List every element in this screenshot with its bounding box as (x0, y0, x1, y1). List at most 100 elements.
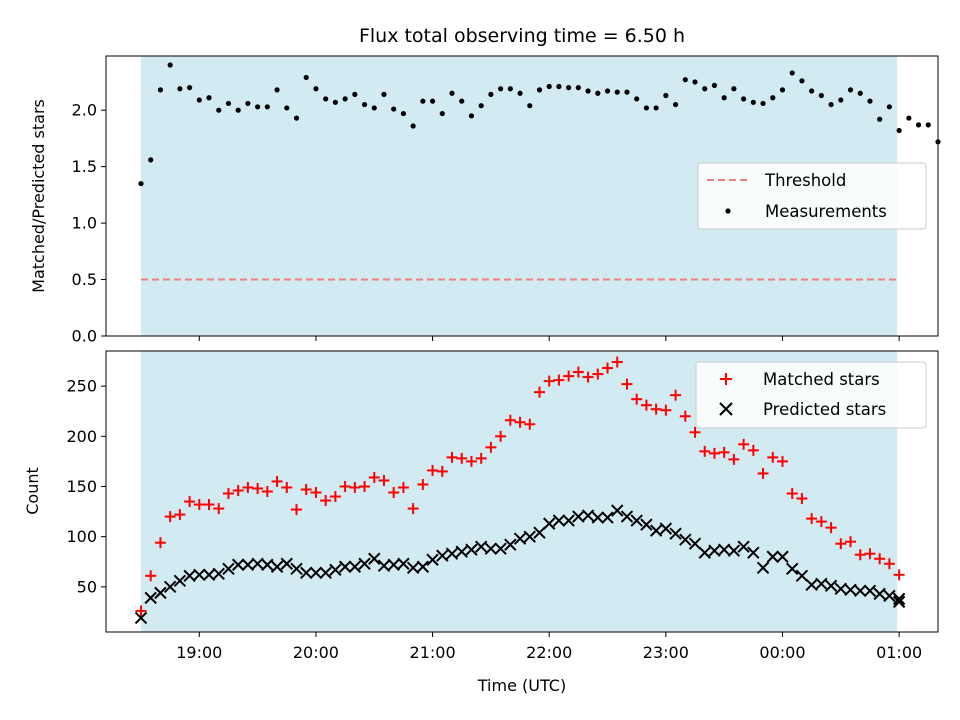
matched-star-point (368, 471, 380, 483)
predicted-star-point (873, 587, 886, 601)
matched-star-point (582, 371, 594, 383)
predicted-star-point (883, 589, 896, 603)
predicted-star-point (649, 524, 663, 537)
measurement-point (857, 90, 863, 96)
predicted-star-point (309, 566, 323, 579)
measurement-point (313, 86, 319, 92)
predicted-star-point (543, 517, 556, 530)
measurement-point (400, 110, 407, 117)
matched-star-point (689, 426, 701, 438)
measurement-point (818, 92, 824, 99)
matched-star-point (193, 499, 205, 511)
counts-y-tick-label: 200 (66, 427, 97, 446)
x-tick-label: 21:00 (410, 643, 456, 662)
predicted-legend-swatch (719, 402, 733, 416)
measurement-point (361, 101, 368, 108)
predicted-star-point (785, 562, 799, 575)
measurement-point (391, 106, 397, 112)
measurement-point (789, 70, 795, 76)
ratio-legend: Threshold Measurements (697, 162, 927, 230)
predicted-star-point (504, 538, 517, 551)
measurement-point (527, 103, 533, 109)
predicted-star-point (601, 511, 614, 524)
measurement-point (925, 122, 931, 128)
predicted-star-point (261, 558, 274, 571)
matched-star-point (524, 418, 536, 430)
predicted-star-point (620, 510, 634, 523)
predicted-star-point (533, 526, 546, 539)
measurement-point (284, 105, 290, 111)
measurement-point (731, 86, 737, 92)
matched-star-point (631, 393, 643, 405)
predicted-star-point (358, 557, 371, 570)
measurement-point (915, 122, 922, 128)
matched-star-point (757, 467, 769, 479)
measurement-point (896, 127, 902, 134)
matched-star-point (776, 455, 788, 467)
matched-star-point (514, 416, 526, 428)
ratio-axes-frame (105, 55, 939, 337)
counts-legend: Matched stars Predicted stars (695, 361, 927, 429)
measurement-point (838, 97, 844, 103)
measurement-point (429, 98, 436, 104)
measurement-point (760, 100, 766, 107)
counts-y-tick-label: 250 (66, 377, 97, 396)
ratio-y-axis-label: Matched/Predicted stars (29, 99, 48, 293)
matched-star-point (747, 444, 759, 456)
predicted-star-point (193, 568, 206, 582)
matched-star-point (533, 386, 545, 398)
predicted-star-point (436, 549, 449, 562)
matched-star-point (388, 487, 400, 499)
measurement-point (604, 88, 611, 94)
predicted-star-point (630, 514, 643, 527)
matched-star-point (815, 516, 827, 528)
matched-star-point (213, 503, 225, 515)
measurement-point (566, 85, 572, 91)
x-tick-label: 00:00 (759, 643, 805, 662)
predicted-star-point (815, 577, 828, 591)
measurement-point (352, 91, 358, 97)
matched-star-point (728, 453, 740, 465)
matched-star-point (310, 487, 322, 499)
measurement-point (663, 92, 669, 99)
predicted-star-point (134, 611, 148, 625)
matched-star-point (845, 536, 857, 548)
predicted-star-point (640, 518, 653, 531)
predicted-star-point (747, 546, 760, 559)
matched-star-point (864, 548, 876, 560)
predicted-legend-label: Predicted stars (763, 400, 886, 419)
matched-star-point (261, 486, 273, 497)
predicted-star-point (766, 550, 779, 563)
measurement-point (867, 98, 873, 104)
ratio-y-tick-label: 1.0 (72, 214, 97, 233)
measurement-point (721, 95, 727, 101)
matched-star-point (174, 509, 186, 521)
matched-star-point (854, 549, 866, 561)
measurement-point (264, 104, 270, 110)
predicted-star-point (688, 537, 702, 550)
matched-star-point (602, 362, 614, 374)
predicted-star-point (426, 553, 439, 566)
predicted-star-point (611, 504, 624, 517)
x-tick-label: 19:00 (176, 643, 222, 662)
predicted-star-point (455, 545, 468, 558)
matched-star-point (232, 484, 244, 496)
matched-star-point (806, 513, 818, 525)
matched-legend-label: Matched stars (763, 370, 880, 389)
measurement-point (439, 110, 445, 117)
ratio-y-tick-label: 2.0 (72, 101, 97, 120)
x-tick-label: 23:00 (643, 643, 689, 662)
predicted-star-point (154, 586, 167, 600)
measurement-point (595, 90, 601, 96)
measurement-point (255, 104, 261, 110)
predicted-star-point (231, 558, 245, 571)
counts-y-axis-label: Count (23, 467, 42, 515)
matched-star-point (796, 493, 808, 505)
matched-star-point (738, 438, 750, 450)
predicted-star-point (319, 566, 332, 579)
matched-star-point (640, 399, 652, 411)
predicted-star-point (523, 530, 536, 543)
predicted-star-point (591, 511, 605, 524)
matched-star-point (825, 522, 837, 534)
